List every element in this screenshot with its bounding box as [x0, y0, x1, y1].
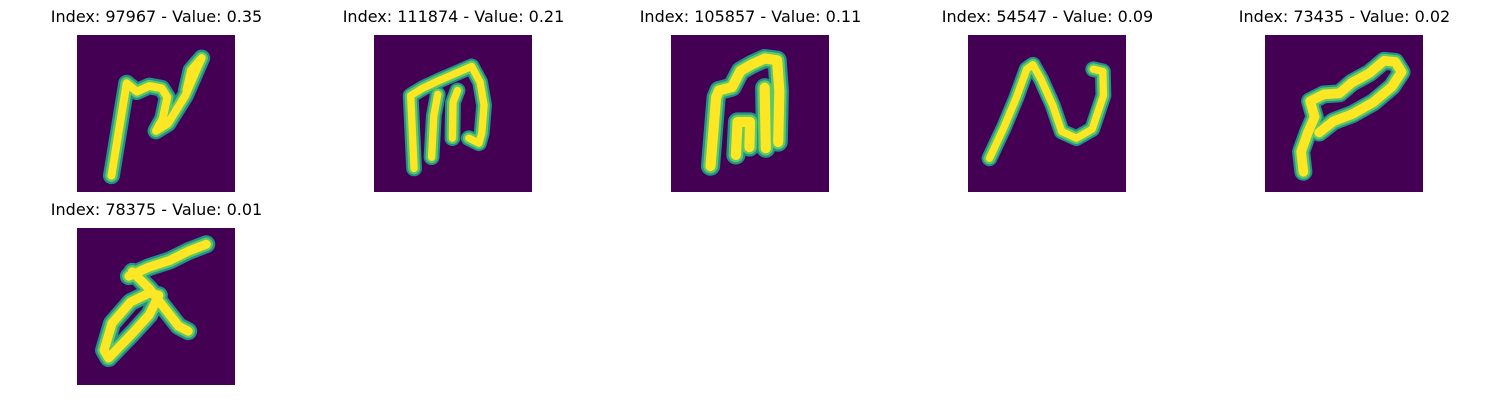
handwritten-glyph-image	[671, 35, 829, 192]
image-panel: Index: 97967 - Value: 0.35	[8, 5, 305, 195]
image-panel: Index: 111874 - Value: 0.21	[305, 5, 602, 195]
image-panel: Index: 73435 - Value: 0.02	[1196, 5, 1493, 195]
image-panel: Index: 105857 - Value: 0.11	[602, 5, 899, 195]
image-panel: Index: 78375 - Value: 0.01	[8, 198, 305, 388]
handwritten-glyph-image	[968, 35, 1126, 192]
handwritten-glyph-image	[374, 35, 532, 192]
panel-title: Index: 73435 - Value: 0.02	[1238, 7, 1451, 26]
image-panel: Index: 54547 - Value: 0.09	[899, 5, 1196, 195]
handwritten-glyph-image	[1265, 35, 1423, 192]
panel-title: Index: 54547 - Value: 0.09	[941, 7, 1154, 26]
panel-title: Index: 105857 - Value: 0.11	[639, 7, 862, 26]
panel-title: Index: 78375 - Value: 0.01	[50, 200, 263, 219]
panel-title: Index: 111874 - Value: 0.21	[342, 7, 565, 26]
handwritten-glyph-image	[77, 228, 235, 385]
panel-title: Index: 97967 - Value: 0.35	[50, 7, 263, 26]
handwritten-glyph-image	[77, 35, 235, 192]
